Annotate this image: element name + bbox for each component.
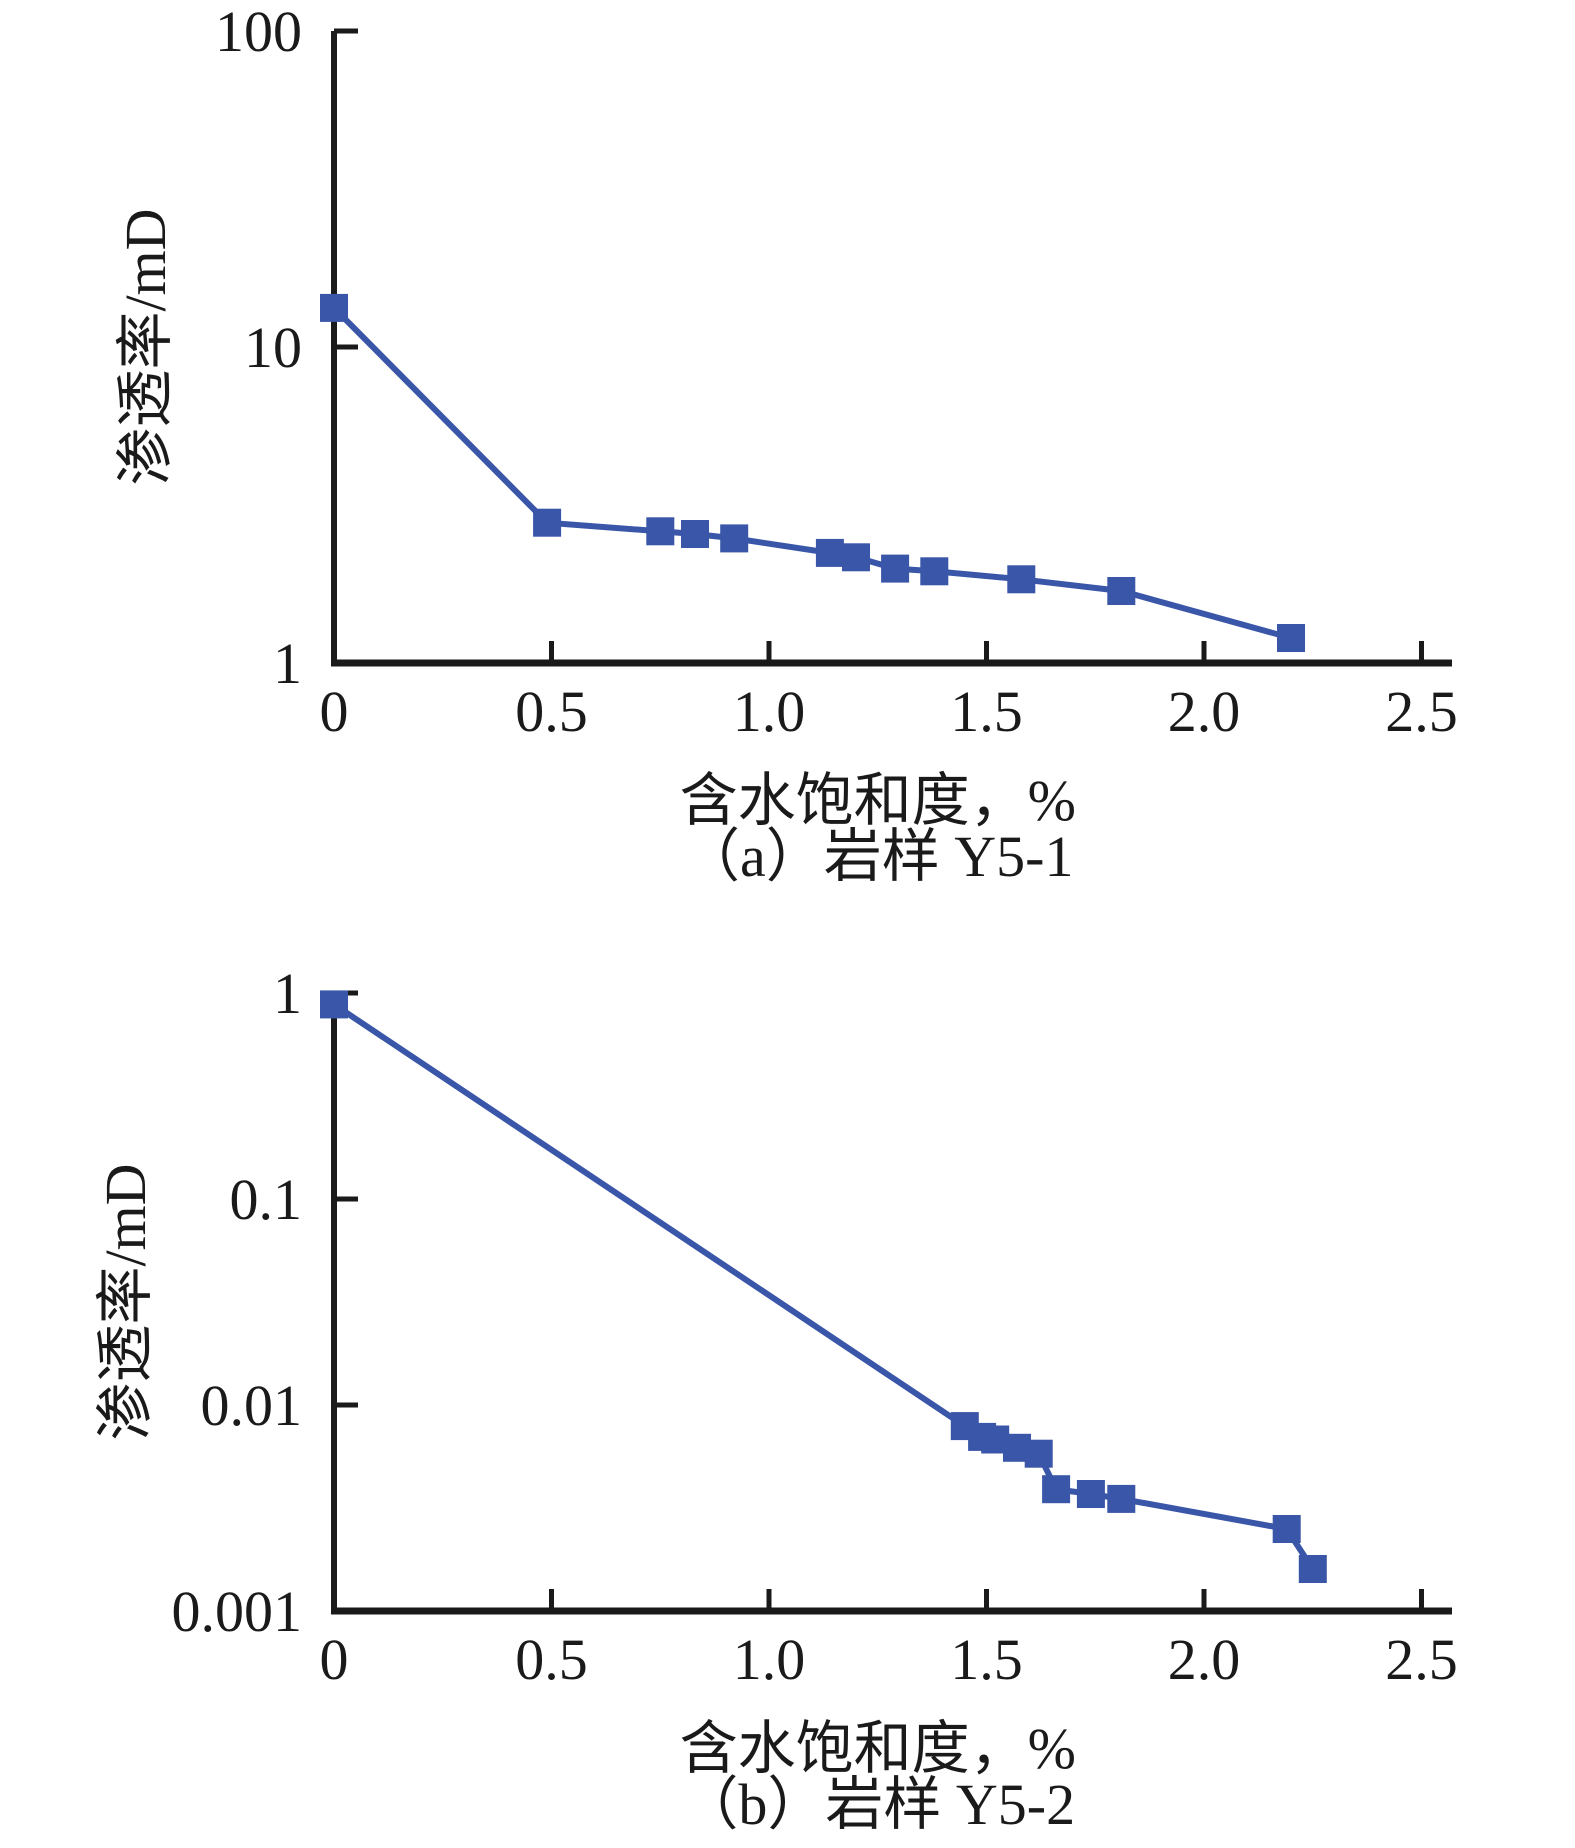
chart-b-rock-sample-y5-2: 0 0.5 1.0 1.5 2.0 2.5 0.001 0.01 0.1 1 含水饱和度，% （b）岩… bbox=[0, 924, 1575, 1848]
chart-a-canvas: 0 0.5 1.0 1.5 2.0 2.5 1 10 100 含水饱和度，%（a）岩样 Y5-1 渗… bbox=[113, 0, 1458, 889]
y-tick-label: 0.01 bbox=[201, 1373, 303, 1438]
series-line bbox=[332, 1001, 1316, 1571]
x-tick-label: 2.0 bbox=[1168, 679, 1241, 744]
data-point-marker bbox=[1298, 1555, 1327, 1583]
y-axis-title: 渗透率/mD bbox=[93, 1163, 158, 1440]
x-axis-title: 含水饱和度，% bbox=[680, 768, 1076, 833]
x-tick-label: 2.0 bbox=[1168, 1627, 1241, 1692]
data-point-marker bbox=[646, 517, 675, 546]
y-tick-label: 0.1 bbox=[230, 1167, 303, 1232]
data-point-marker bbox=[533, 508, 562, 537]
data-point-marker bbox=[881, 554, 910, 583]
chart-caption: （b）岩样 Y5-2 bbox=[680, 1772, 1075, 1837]
data-point-marker bbox=[681, 520, 709, 548]
y-tick-label: 1 bbox=[273, 961, 302, 1026]
x-tick-label: 1.0 bbox=[733, 1627, 806, 1692]
y-tick-label: 0.001 bbox=[172, 1579, 303, 1644]
x-tick-label: 1.5 bbox=[950, 1627, 1023, 1692]
data-point-marker bbox=[320, 293, 348, 322]
data-point-marker bbox=[720, 524, 749, 553]
data-point-marker bbox=[1277, 624, 1305, 652]
y-tick-label: 100 bbox=[215, 0, 302, 64]
x-axis-title: 含水饱和度，% bbox=[680, 1716, 1076, 1781]
data-point-marker bbox=[1007, 565, 1036, 594]
chart-b-canvas: 0 0.5 1.0 1.5 2.0 2.5 0.001 0.01 0.1 1 含水饱和度，%（b）岩… bbox=[93, 961, 1458, 1837]
x-tick-label: 0.5 bbox=[515, 679, 588, 744]
data-point-marker bbox=[842, 543, 870, 572]
series-line bbox=[331, 305, 1292, 641]
x-tick-label: 1.5 bbox=[950, 679, 1023, 744]
data-point-marker bbox=[1042, 1475, 1071, 1504]
data-point-marker bbox=[1107, 1484, 1136, 1513]
data-point-marker bbox=[815, 538, 844, 567]
data-point-marker bbox=[1024, 1439, 1053, 1468]
y-tick-label: 10 bbox=[244, 315, 302, 380]
x-tick-label: 2.5 bbox=[1385, 1627, 1458, 1692]
data-point-marker bbox=[320, 990, 348, 1019]
chart-caption: （a）岩样 Y5-1 bbox=[682, 824, 1073, 889]
data-point-marker bbox=[1107, 577, 1136, 605]
x-tick-label: 0 bbox=[320, 679, 349, 744]
y-tick-label: 1 bbox=[273, 631, 302, 696]
x-tick-label: 0.5 bbox=[515, 1627, 588, 1692]
chart-a-rock-sample-y5-1: 0 0.5 1.0 1.5 2.0 2.5 1 10 100 含水饱和度，% （a）岩样 Y5-1 渗… bbox=[113, 0, 1458, 889]
data-point-marker bbox=[1076, 1480, 1105, 1508]
data-point-marker bbox=[920, 557, 949, 586]
x-tick-label: 1.0 bbox=[733, 679, 806, 744]
data-point-marker bbox=[1272, 1515, 1301, 1543]
x-tick-label: 2.5 bbox=[1385, 679, 1458, 744]
y-axis-title: 渗透率/mD bbox=[113, 208, 178, 485]
x-tick-label: 0 bbox=[320, 1627, 349, 1692]
